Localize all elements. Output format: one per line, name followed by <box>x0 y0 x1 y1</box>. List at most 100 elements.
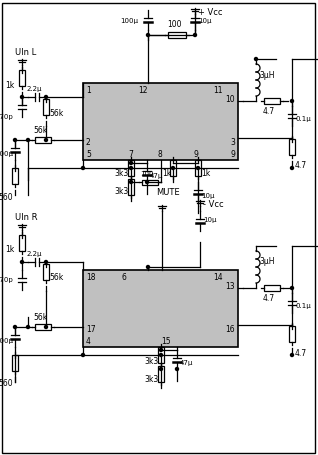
Text: 4.7: 4.7 <box>295 162 307 171</box>
Bar <box>35 137 51 143</box>
Text: 56k: 56k <box>33 313 47 322</box>
Circle shape <box>291 167 294 170</box>
Bar <box>289 326 295 342</box>
Bar <box>83 270 238 347</box>
Circle shape <box>193 34 197 36</box>
Text: 3µH: 3µH <box>259 71 274 80</box>
Text: 0.1µ: 0.1µ <box>295 116 311 122</box>
Bar <box>195 160 201 176</box>
Circle shape <box>171 167 175 170</box>
Text: - Vcc: - Vcc <box>203 200 224 209</box>
Text: 560: 560 <box>0 379 13 389</box>
Text: 14: 14 <box>213 273 223 282</box>
Text: 7: 7 <box>128 150 133 159</box>
Bar <box>43 264 49 280</box>
Circle shape <box>45 325 47 329</box>
Text: 560: 560 <box>0 192 13 202</box>
Text: 15: 15 <box>161 337 171 346</box>
Circle shape <box>20 96 24 98</box>
Circle shape <box>146 181 149 183</box>
Bar <box>35 324 51 330</box>
Text: 0.1µ: 0.1µ <box>295 303 311 309</box>
Text: 100µ: 100µ <box>0 338 13 344</box>
Text: 47µ: 47µ <box>150 173 163 179</box>
Text: 1k: 1k <box>5 246 14 254</box>
Circle shape <box>160 368 162 370</box>
Text: UIn R: UIn R <box>15 213 38 222</box>
Text: 3k3: 3k3 <box>145 374 159 384</box>
Text: MUTE: MUTE <box>156 188 180 197</box>
Bar <box>158 347 164 363</box>
Text: 1k: 1k <box>5 81 14 90</box>
Text: 8: 8 <box>158 150 163 159</box>
Text: 1k: 1k <box>201 170 210 178</box>
Circle shape <box>291 354 294 357</box>
Bar <box>289 139 295 155</box>
Circle shape <box>147 266 149 268</box>
Bar <box>170 160 176 176</box>
Text: 16: 16 <box>225 325 235 334</box>
Bar <box>128 179 134 195</box>
Text: 2.2µ: 2.2µ <box>26 251 42 257</box>
Text: 5: 5 <box>86 150 91 159</box>
Text: 3µH: 3µH <box>259 258 274 267</box>
Bar <box>264 98 280 104</box>
Text: 1k: 1k <box>162 170 171 178</box>
Text: 2.2µ: 2.2µ <box>26 86 42 92</box>
Text: 100µ: 100µ <box>120 18 138 24</box>
Bar <box>264 285 280 291</box>
Circle shape <box>129 167 133 170</box>
Circle shape <box>160 354 162 357</box>
Text: 1: 1 <box>86 86 91 95</box>
Text: 56k: 56k <box>49 273 63 283</box>
Text: 4: 4 <box>86 337 91 346</box>
Text: 56k: 56k <box>33 126 47 135</box>
Circle shape <box>81 167 85 170</box>
Circle shape <box>13 138 17 142</box>
Bar <box>19 70 25 86</box>
Circle shape <box>45 138 47 142</box>
Circle shape <box>197 167 199 170</box>
Circle shape <box>20 261 24 263</box>
Text: 2: 2 <box>86 138 91 147</box>
Circle shape <box>254 57 258 61</box>
Text: 100µ: 100µ <box>0 151 13 157</box>
Text: 9: 9 <box>230 150 235 159</box>
Text: 12: 12 <box>138 86 148 95</box>
Text: 10: 10 <box>225 95 235 104</box>
Text: 10µ: 10µ <box>203 217 217 223</box>
Text: 3k3: 3k3 <box>145 357 159 365</box>
Circle shape <box>81 354 85 357</box>
Bar <box>43 99 49 115</box>
Text: 18: 18 <box>86 273 95 282</box>
Text: 6: 6 <box>121 273 126 282</box>
Text: + Vcc: + Vcc <box>198 8 223 17</box>
Text: 56k: 56k <box>49 110 63 118</box>
Circle shape <box>13 325 17 329</box>
Text: 4.7: 4.7 <box>263 294 275 303</box>
Bar <box>142 180 158 184</box>
Text: 10µ: 10µ <box>201 193 215 199</box>
Bar <box>12 355 18 371</box>
Text: 3k3: 3k3 <box>115 170 129 178</box>
Text: 10µ: 10µ <box>198 18 211 24</box>
Text: 3k3: 3k3 <box>115 187 129 197</box>
Text: 3: 3 <box>230 138 235 147</box>
Text: 4.7: 4.7 <box>295 349 307 358</box>
Text: 100: 100 <box>140 171 154 177</box>
Text: 11: 11 <box>213 86 223 95</box>
Text: UIn L: UIn L <box>15 48 36 57</box>
Text: 470p: 470p <box>0 277 13 283</box>
Circle shape <box>291 100 294 102</box>
Text: 470p: 470p <box>0 114 13 120</box>
Text: 47µ: 47µ <box>180 360 193 366</box>
Circle shape <box>26 325 30 329</box>
Bar <box>83 83 238 160</box>
Text: 4.7: 4.7 <box>263 107 275 116</box>
Circle shape <box>45 96 47 98</box>
Circle shape <box>176 368 178 370</box>
Circle shape <box>26 138 30 142</box>
Circle shape <box>147 34 149 36</box>
Text: 100: 100 <box>167 20 181 29</box>
Text: 9: 9 <box>193 150 198 159</box>
